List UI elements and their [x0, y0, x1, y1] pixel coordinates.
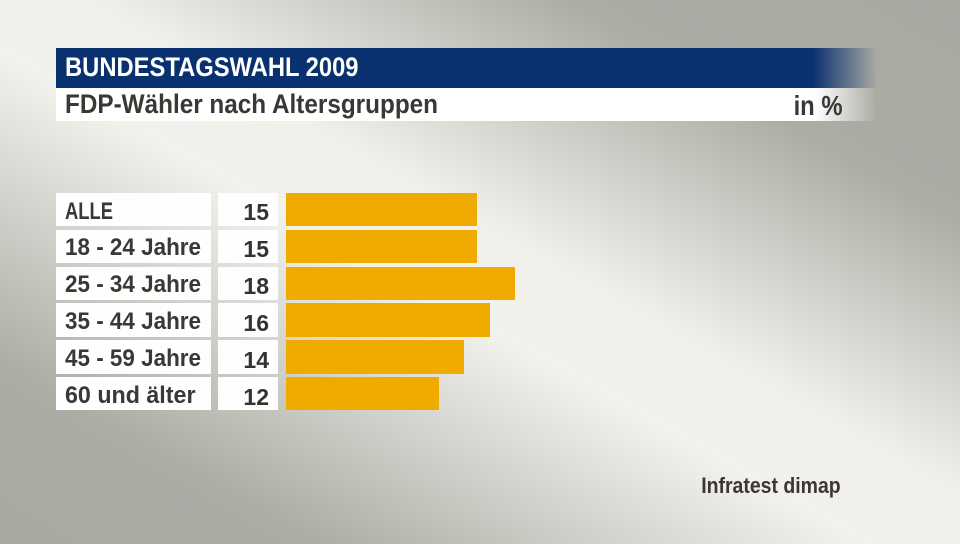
value-box: 14: [218, 340, 278, 374]
source-credit: Infratest dimap: [683, 471, 841, 501]
bar: [285, 377, 439, 411]
value-box: 15: [218, 192, 278, 227]
value-label: 14: [243, 346, 269, 373]
unit-label-text: in %: [794, 89, 843, 121]
chart-subtitle-text: FDP-Wähler nach Altersgruppen: [64, 89, 438, 120]
title-bar: [56, 48, 878, 88]
category-box: 18 - 24 Jahre: [56, 229, 211, 263]
category-label: 45 - 59 Jahre: [64, 345, 201, 373]
source-credit-text: Infratest dimap: [701, 472, 841, 498]
bar: [285, 192, 478, 227]
value-label: 15: [243, 236, 269, 263]
value-label: 18: [243, 273, 269, 300]
page-title-text: BUNDESTAGSWAHL 2009: [64, 52, 359, 83]
chart-row: ALLE 15: [0, 192, 960, 227]
chart-row: 25 - 34 Jahre 18: [0, 266, 960, 300]
category-box: 35 - 44 Jahre: [56, 303, 211, 337]
unit-label: in %: [785, 89, 843, 123]
category-label: 25 - 34 Jahre: [64, 271, 201, 299]
value-label: 16: [243, 310, 269, 337]
value-box: 18: [218, 266, 278, 300]
category-box: ALLE: [56, 192, 211, 227]
category-label: 35 - 44 Jahre: [64, 308, 201, 336]
chart-row: 35 - 44 Jahre 16: [0, 303, 960, 337]
chart-row: 18 - 24 Jahre 15: [0, 229, 960, 263]
value-box: 16: [218, 303, 278, 337]
value-label: 15: [243, 199, 269, 226]
category-box: 45 - 59 Jahre: [56, 340, 211, 374]
category-box: 25 - 34 Jahre: [56, 266, 211, 300]
value-label: 12: [243, 383, 269, 410]
page-title: BUNDESTAGSWAHL 2009: [65, 48, 399, 88]
chart-row: 60 und älter 12: [0, 377, 960, 411]
category-label: 18 - 24 Jahre: [64, 234, 201, 262]
chart-row: 45 - 59 Jahre 14: [0, 340, 960, 374]
bar: [285, 303, 490, 337]
subtitle-bar: [56, 87, 878, 122]
category-label: 60 und älter: [64, 381, 196, 409]
bar: [285, 340, 465, 374]
chart-subtitle: FDP-Wähler nach Altersgruppen: [65, 88, 480, 122]
value-box: 12: [218, 377, 278, 411]
bar: [285, 229, 478, 263]
value-box: 15: [218, 229, 278, 263]
category-box: 60 und älter: [56, 377, 211, 411]
category-label: ALLE: [64, 197, 113, 225]
bar: [285, 266, 516, 300]
